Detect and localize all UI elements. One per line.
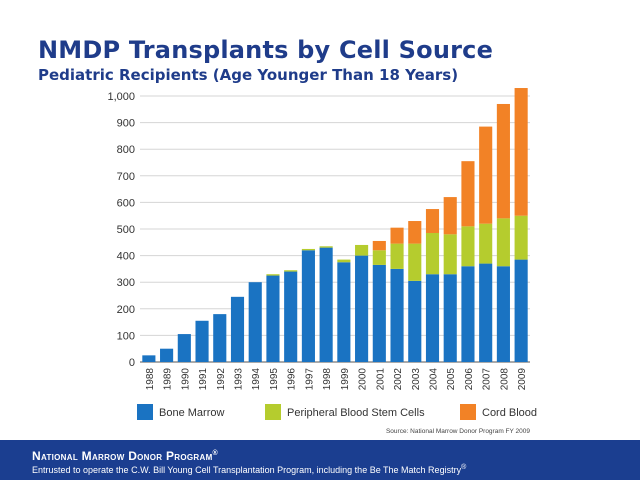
bar-cord-blood-2002	[390, 227, 404, 244]
x-tick-label: 1991	[198, 368, 209, 391]
footer-organization: National Marrow Donor Program®	[32, 449, 218, 463]
source-note: Source: National Marrow Donor Program FY…	[386, 428, 530, 435]
chart-panel: 0 100 200 300 400 500 600 700 800 900 1,000 1988 198…	[85, 86, 555, 438]
x-tick-label: 1992	[216, 368, 227, 391]
bar-cord-blood-2005	[443, 197, 457, 235]
chart-title: NMDP Transplants by Cell Source	[38, 36, 494, 64]
bar-bone-marrow-1996	[284, 271, 298, 362]
bar-bone-marrow-1988	[142, 355, 156, 362]
footer-tagline: Entrusted to operate the C.W. Bill Young…	[32, 464, 467, 475]
y-tick-label: 0	[129, 357, 135, 369]
bar-bone-marrow-1992	[213, 314, 227, 362]
bar-bone-marrow-1994	[248, 282, 262, 362]
y-tick-label: 300	[117, 277, 135, 289]
y-tick-label: 400	[117, 251, 135, 263]
x-tick-label: 2004	[429, 368, 440, 391]
bar-bone-marrow-1999	[337, 262, 351, 362]
x-tick-label: 1990	[180, 368, 191, 391]
y-tick-label: 100	[117, 330, 135, 342]
bar-cord-blood-2001	[372, 240, 386, 251]
stacked-bar-chart: 0 100 200 300 400 500 600 700 800 900 1,000 1988 198…	[107, 88, 537, 435]
y-tick-label: 600	[117, 197, 135, 209]
bar-peripheral-blood-stem-cells-2004	[425, 232, 440, 275]
bar-bone-marrow-2009	[514, 259, 528, 362]
bar-peripheral-blood-stem-cells-2008	[496, 218, 510, 267]
y-tick-label: 200	[117, 304, 135, 316]
x-tick-label: 1988	[145, 368, 156, 391]
bar-bone-marrow-2003	[408, 280, 422, 362]
bar-peripheral-blood-stem-cells-2001	[372, 250, 386, 265]
footer-tagline-mark: ®	[461, 464, 467, 471]
bar-bone-marrow-2001	[372, 264, 386, 362]
bar-bone-marrow-1991	[195, 320, 209, 362]
bar-cord-blood-2006	[461, 161, 475, 227]
x-tick-label: 2009	[517, 368, 528, 391]
footer-bar: National Marrow Donor Program® Entrusted…	[0, 440, 640, 480]
bar-peripheral-blood-stem-cells-2006	[461, 226, 475, 267]
x-tick-label: 2000	[358, 368, 369, 391]
bar-peripheral-blood-stem-cells-2005	[443, 234, 457, 275]
bar-bone-marrow-2006	[461, 266, 475, 362]
x-tick-label: 2006	[464, 368, 475, 391]
bar-peripheral-blood-stem-cells-2002	[390, 243, 404, 269]
footer-tagline-text: Entrusted to operate the C.W. Bill Young…	[32, 465, 462, 475]
bar-peripheral-blood-stem-cells-2009	[514, 215, 528, 260]
x-tick-label: 1995	[269, 368, 280, 391]
bar-bone-marrow-1995	[266, 275, 280, 362]
footer-org-mark: ®	[212, 450, 219, 457]
bar-bone-marrow-2008	[496, 266, 510, 362]
bar-bone-marrow-2007	[479, 263, 493, 362]
bar-cord-blood-2008	[496, 103, 510, 219]
legend-label: Cord Blood	[482, 407, 537, 419]
bar-bone-marrow-1998	[319, 247, 333, 362]
bar-bone-marrow-1997	[301, 250, 315, 362]
legend-swatch	[137, 404, 153, 420]
y-tick-label: 500	[117, 224, 135, 236]
legend-label: Bone Marrow	[159, 407, 224, 419]
bar-cord-blood-2003	[408, 221, 422, 244]
y-tick-label: 900	[117, 118, 135, 130]
bar-bone-marrow-1993	[230, 296, 245, 362]
y-tick-label: 700	[117, 171, 135, 183]
x-tick-label: 1996	[287, 368, 298, 391]
x-tick-label: 2001	[375, 368, 386, 391]
bar-peripheral-blood-stem-cells-2007	[479, 223, 493, 264]
bar-cord-blood-2004	[425, 209, 440, 233]
x-tick-label: 2008	[499, 368, 510, 391]
bar-peripheral-blood-stem-cells-1995	[266, 274, 280, 276]
bar-cord-blood-2007	[479, 126, 493, 224]
x-tick-label: 1997	[304, 368, 315, 391]
x-tick-label: 1998	[322, 368, 333, 391]
x-tick-label: 1993	[234, 368, 245, 391]
x-tick-label: 1999	[340, 368, 351, 391]
x-tick-label: 2003	[411, 368, 422, 391]
x-tick-label: 1989	[163, 368, 174, 391]
x-tick-label: 2005	[446, 368, 457, 391]
x-tick-label: 1994	[251, 368, 262, 391]
legend-swatch	[265, 404, 281, 420]
bar-bone-marrow-2004	[425, 274, 440, 362]
bar-bone-marrow-2002	[390, 268, 404, 362]
x-tick-label: 2002	[393, 368, 404, 391]
y-tick-label: 800	[117, 144, 135, 156]
x-tick-label: 2007	[482, 368, 493, 391]
bar-bone-marrow-1989	[160, 348, 174, 362]
bar-bone-marrow-2000	[355, 255, 369, 362]
legend-label: Peripheral Blood Stem Cells	[287, 407, 425, 419]
bar-peripheral-blood-stem-cells-1999	[337, 259, 351, 263]
bar-bone-marrow-1990	[177, 334, 191, 362]
bar-peripheral-blood-stem-cells-1996	[284, 270, 298, 272]
bar-cord-blood-2009	[514, 88, 528, 216]
bar-peripheral-blood-stem-cells-1998	[319, 246, 333, 248]
chart-subtitle: Pediatric Recipients (Age Younger Than 1…	[38, 66, 459, 84]
bar-peripheral-blood-stem-cells-2003	[408, 243, 422, 281]
bar-peripheral-blood-stem-cells-2000	[355, 244, 369, 256]
y-tick-label: 1,000	[107, 91, 135, 103]
bar-peripheral-blood-stem-cells-1997	[301, 248, 315, 251]
bar-bone-marrow-2005	[443, 274, 457, 362]
legend-swatch	[460, 404, 476, 420]
footer-org-name: National Marrow Donor Program	[32, 449, 213, 463]
